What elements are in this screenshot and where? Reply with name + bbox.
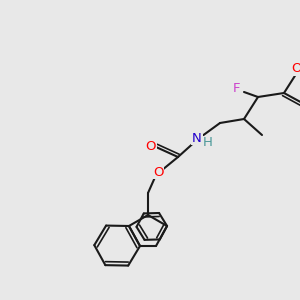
Text: O: O xyxy=(153,166,163,178)
Text: O: O xyxy=(146,140,156,152)
Text: N: N xyxy=(192,131,202,145)
Text: O: O xyxy=(291,62,300,76)
Text: F: F xyxy=(232,82,240,95)
Text: H: H xyxy=(203,136,213,149)
